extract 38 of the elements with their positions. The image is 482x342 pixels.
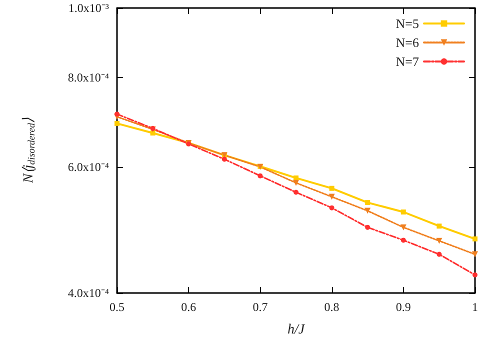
point: [436, 252, 442, 257]
point: [329, 205, 334, 210]
point: [329, 186, 334, 191]
point: [365, 224, 370, 230]
point: [436, 224, 442, 229]
y-tick-label: 8.0x10⁻⁴: [68, 70, 109, 84]
point: [150, 130, 156, 136]
point: [436, 238, 442, 244]
y-tick-label: 1.0x10⁻³: [68, 1, 110, 15]
y-axis-title: N⟨jdisordered⟩: [22, 117, 38, 184]
point: [472, 251, 478, 258]
point: [258, 173, 263, 178]
point: [472, 236, 478, 242]
point: [365, 200, 370, 206]
legend-label: N=5: [396, 16, 419, 31]
x-tick-label: 0.6: [181, 300, 196, 314]
point: [114, 120, 120, 126]
y-tick-label: 4.0x10⁻⁴: [68, 286, 109, 300]
point: [364, 208, 371, 214]
point: [400, 209, 406, 214]
legend-label: N=6: [396, 35, 420, 50]
x-tick-label: 0.5: [110, 300, 124, 314]
point: [328, 194, 335, 200]
point: [294, 190, 298, 195]
x-tick-label: 0.9: [396, 300, 411, 314]
point: [400, 224, 406, 230]
point: [472, 272, 478, 278]
x-tick-label: 0.8: [324, 300, 340, 314]
y-tick-label: 6.0x10⁻⁴: [68, 160, 109, 174]
point: [114, 112, 120, 117]
legend-label: N=7: [396, 54, 420, 69]
point: [294, 175, 298, 180]
x-tick-label: 1: [472, 300, 478, 314]
point: [293, 180, 299, 186]
point: [222, 156, 227, 162]
x-tick-label: 0.7: [252, 300, 268, 314]
point: [400, 238, 406, 243]
x-axis-title: h/J: [287, 322, 306, 338]
